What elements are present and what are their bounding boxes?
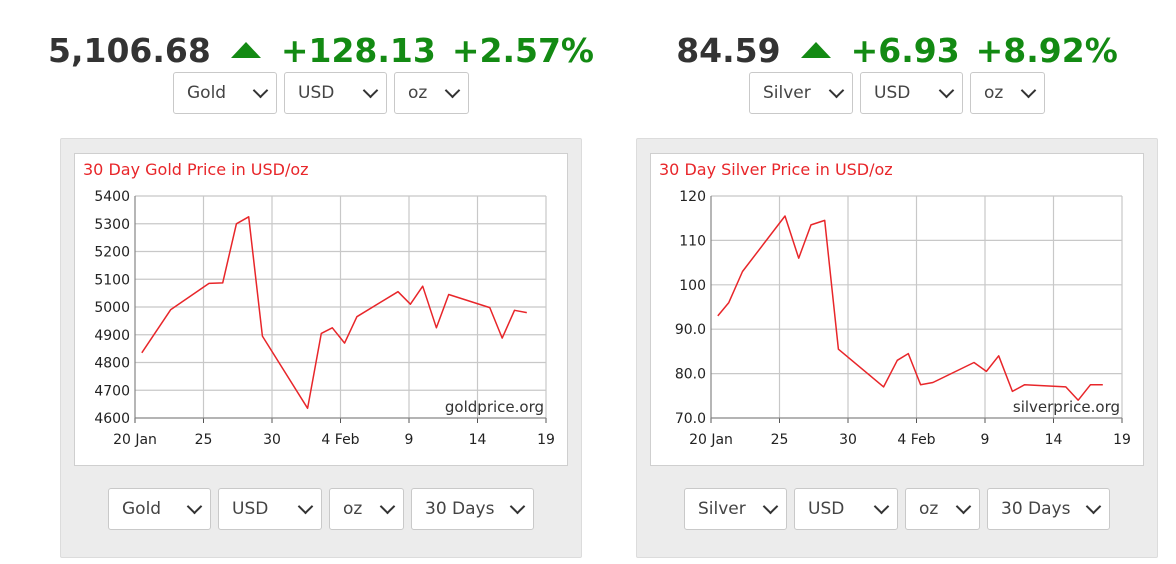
currency-select[interactable]: USD bbox=[860, 72, 963, 114]
unit-select-value: oz bbox=[984, 83, 1004, 103]
metal-select-value: Silver bbox=[763, 83, 811, 103]
currency-select-value: USD bbox=[232, 499, 269, 519]
period-select[interactable]: 30 Days bbox=[411, 488, 534, 530]
silver-price-widget: 84.59 +6.93 +8.92% Silver USD oz 20 Jan 2… bbox=[636, 0, 1158, 564]
unit-select-value: oz bbox=[919, 499, 939, 519]
metal-select[interactable]: Gold bbox=[173, 72, 277, 114]
gold-x-tick-label: 20 Jan bbox=[113, 432, 157, 448]
unit-select[interactable]: oz bbox=[329, 488, 404, 530]
currency-select[interactable]: USD bbox=[218, 488, 322, 530]
metal-select-value: Gold bbox=[187, 83, 227, 103]
silver-top-selectors: Silver USD oz bbox=[636, 72, 1158, 114]
silver-y-tick-label: 120 bbox=[679, 189, 706, 205]
silver-x-tick-label: 25 bbox=[771, 432, 789, 448]
silver-price-header: 84.59 +6.93 +8.92% bbox=[636, 28, 1158, 72]
gold-price-header: 5,106.68 +128.13 +2.57% bbox=[48, 28, 594, 72]
gold-x-tick-label: 14 bbox=[469, 432, 487, 448]
unit-select-value: oz bbox=[343, 499, 363, 519]
gold-bottom-selectors: Gold USD oz 30 Days bbox=[60, 488, 582, 530]
silver-y-tick-label: 100 bbox=[679, 278, 706, 294]
silver-bottom-selectors: Silver USD oz 30 Days bbox=[636, 488, 1158, 530]
period-select[interactable]: 30 Days bbox=[987, 488, 1110, 530]
chevron-down-icon bbox=[955, 498, 972, 515]
silver-price-value: 84.59 bbox=[676, 30, 781, 70]
gold-y-tick-label: 4600 bbox=[94, 411, 130, 427]
silver-chart: 20 Jan 25 30 4 Feb 9 14 19 70.0 80.0 90.0 100 110 12… bbox=[650, 153, 1144, 466]
chevron-down-icon bbox=[828, 82, 845, 99]
gold-y-tick-label: 5400 bbox=[94, 189, 130, 205]
silver-price-change: +6.93 bbox=[850, 30, 960, 70]
chevron-down-icon bbox=[297, 498, 314, 515]
currency-select-value: USD bbox=[808, 499, 845, 519]
silver-x-tick-label: 19 bbox=[1113, 432, 1131, 448]
metal-select-value: Gold bbox=[122, 499, 162, 519]
gold-chart-svg: 20 Jan 25 30 4 Feb 9 14 19 4600 4700 4800 4900 5000… bbox=[94, 189, 555, 448]
up-arrow-icon bbox=[230, 42, 261, 58]
metal-select[interactable]: Gold bbox=[108, 488, 211, 530]
metal-select-value: Silver bbox=[698, 499, 746, 519]
gold-y-tick-label: 5300 bbox=[94, 217, 130, 233]
chevron-down-icon bbox=[762, 498, 779, 515]
chevron-down-icon bbox=[873, 498, 890, 515]
gold-chart-title: 30 Day Gold Price in USD/oz bbox=[83, 160, 309, 179]
gold-price-change: +128.13 bbox=[280, 30, 436, 70]
silver-y-tick-label: 90.0 bbox=[675, 322, 706, 338]
silver-x-tick-label: 4 Feb bbox=[897, 432, 935, 448]
period-select-value: 30 Days bbox=[1001, 499, 1071, 519]
silver-x-tick-label: 14 bbox=[1045, 432, 1063, 448]
silver-y-tick-label: 80.0 bbox=[675, 367, 706, 383]
gold-top-selectors: Gold USD oz bbox=[60, 72, 582, 114]
up-arrow-icon bbox=[800, 42, 831, 58]
silver-y-tick-label: 110 bbox=[679, 233, 706, 249]
gold-x-tick-label: 9 bbox=[405, 432, 414, 448]
chevron-down-icon bbox=[444, 82, 461, 99]
silver-x-tick-label: 30 bbox=[839, 432, 857, 448]
silver-watermark: silverprice.org bbox=[1013, 398, 1120, 416]
gold-x-tick-label: 19 bbox=[537, 432, 555, 448]
currency-select[interactable]: USD bbox=[284, 72, 387, 114]
metal-select[interactable]: Silver bbox=[749, 72, 853, 114]
unit-select-value: oz bbox=[408, 83, 428, 103]
silver-x-tick-label: 9 bbox=[981, 432, 990, 448]
gold-watermark: goldprice.org bbox=[445, 398, 544, 416]
silver-x-tick-label: 20 Jan bbox=[689, 432, 733, 448]
gold-price-widget: 5,106.68 +128.13 +2.57% Gold USD oz 20 J… bbox=[48, 0, 594, 564]
gold-chart: 20 Jan 25 30 4 Feb 9 14 19 4600 4700 4800 4900 5000… bbox=[74, 153, 568, 466]
gold-y-tick-label: 4800 bbox=[94, 356, 130, 372]
currency-select-value: USD bbox=[298, 83, 335, 103]
gold-price-value: 5,106.68 bbox=[48, 30, 211, 70]
silver-chart-svg: 20 Jan 25 30 4 Feb 9 14 19 70.0 80.0 90.0 100 110 12… bbox=[675, 189, 1131, 448]
currency-select-value: USD bbox=[874, 83, 911, 103]
period-select-value: 30 Days bbox=[425, 499, 495, 519]
gold-x-tick-label: 30 bbox=[263, 432, 281, 448]
gold-x-tick-label: 25 bbox=[195, 432, 213, 448]
chevron-down-icon bbox=[379, 498, 396, 515]
unit-select[interactable]: oz bbox=[394, 72, 469, 114]
chevron-down-icon bbox=[509, 498, 526, 515]
metal-select[interactable]: Silver bbox=[684, 488, 787, 530]
unit-select[interactable]: oz bbox=[905, 488, 980, 530]
chevron-down-icon bbox=[938, 82, 955, 99]
chevron-down-icon bbox=[1020, 82, 1037, 99]
silver-price-line bbox=[717, 215, 1103, 401]
gold-y-tick-label: 4700 bbox=[94, 383, 130, 399]
chevron-down-icon bbox=[362, 82, 379, 99]
gold-price-change-percent: +2.57% bbox=[451, 30, 594, 70]
gold-y-tick-label: 5100 bbox=[94, 272, 130, 288]
gold-y-tick-label: 5000 bbox=[94, 300, 130, 316]
silver-chart-title: 30 Day Silver Price in USD/oz bbox=[659, 160, 893, 179]
currency-select[interactable]: USD bbox=[794, 488, 898, 530]
chevron-down-icon bbox=[186, 498, 203, 515]
chevron-down-icon bbox=[252, 82, 269, 99]
silver-price-change-percent: +8.92% bbox=[975, 30, 1118, 70]
chevron-down-icon bbox=[1085, 498, 1102, 515]
gold-price-line bbox=[141, 216, 527, 410]
gold-y-tick-label: 5200 bbox=[94, 245, 130, 261]
gold-x-tick-label: 4 Feb bbox=[321, 432, 359, 448]
silver-y-tick-label: 70.0 bbox=[675, 411, 706, 427]
gold-y-tick-label: 4900 bbox=[94, 328, 130, 344]
unit-select[interactable]: oz bbox=[970, 72, 1045, 114]
